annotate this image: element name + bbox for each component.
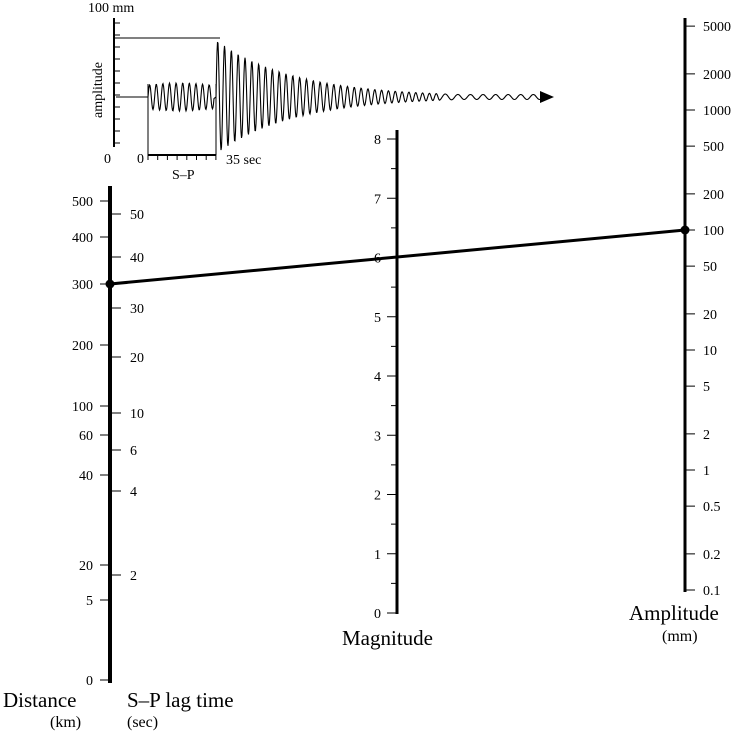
sp-tick-label: 6 [130,444,137,459]
amplitude-tick-label: 100 [703,224,724,239]
amplitude-axis-unit: (mm) [662,628,698,645]
reading-point-distance [105,279,115,289]
amplitude-tick-label: 20 [703,308,717,323]
magnitude-tick-label: 8 [374,133,381,148]
distance-tick-label: 400 [72,231,93,246]
distance-axis-title: Distance [3,688,76,712]
distance-tick-label: 5 [86,594,93,609]
amplitude-tick-label: 1000 [703,104,731,119]
seismogram-top-label: 100 mm [88,1,134,16]
magnitude-tick-label: 2 [374,489,381,504]
seismogram-amplitude-ticks [114,22,120,144]
reading-point-amplitude [680,225,690,235]
distance-tick-label: 20 [79,559,93,574]
amplitude-tick-label: 5000 [703,20,731,35]
amplitude-tick-label: 10 [703,344,717,359]
sp-tick-label: 50 [130,208,144,223]
amplitude-ticks: 5000 2000 1000 500 200 100 50 20 10 5 2 1 0.5 0.2 0.1 [685,20,731,599]
seismogram-sp-label: S–P [172,168,195,183]
distance-axis-unit: (km) [50,714,81,731]
amplitude-tick-label: 1 [703,464,710,479]
sp-ticks: 50 40 30 20 10 6 4 2 [110,208,144,584]
amplitude-tick-label: 0.1 [703,584,721,599]
distance-ticks: 500 400 300 200 100 60 40 20 5 0 [72,195,110,689]
sp-axis-title: S–P lag time [127,688,234,712]
amplitude-tick-label: 2 [703,428,710,443]
seismogram-time-ticks [147,155,217,160]
reading-line [109,228,686,286]
sp-tick-label: 30 [130,302,144,317]
amplitude-tick-label: 50 [703,260,717,275]
sp-tick-label: 40 [130,251,144,266]
amplitude-tick-label: 500 [703,140,724,155]
seismogram-end-time: 35 sec [226,153,261,168]
distance-tick-label: 40 [79,469,93,484]
magnitude-tick-label: 3 [374,429,381,444]
distance-tick-label: 60 [79,429,93,444]
magnitude-tick-label: 5 [374,311,381,326]
amplitude-tick-label: 200 [703,188,724,203]
distance-tick-label: 0 [86,674,93,689]
sp-tick-label: 20 [130,351,144,366]
seismogram-arrow-icon [540,91,554,103]
seismogram-inset: 100 mm amplitude 0 0 35 sec S–P [88,1,554,183]
amplitude-tick-label: 2000 [703,68,731,83]
magnitude-tick-label: 0 [374,607,381,622]
distance-tick-label: 100 [72,400,93,415]
seismogram-zero-time: 0 [137,152,144,167]
magnitude-axis: 876543210 Magnitude [342,130,433,650]
amplitude-tick-label: 0.2 [703,548,721,563]
amplitude-tick-label: 0.5 [703,500,721,515]
distance-tick-label: 500 [72,195,93,210]
sp-tick-label: 4 [130,485,137,500]
sp-tick-label: 2 [130,569,137,584]
seismogram-zero-left: 0 [104,152,111,167]
distance-tick-label: 200 [72,339,93,354]
seismogram-waveform [116,41,541,151]
amplitude-axis: 5000200010005002001005020105210.50.20.1 … [629,18,731,645]
magnitude-ticks: 876543210 [374,133,397,622]
amplitude-tick-label: 5 [703,380,710,395]
seismogram-amplitude-label: amplitude [91,62,106,118]
magnitude-axis-title: Magnitude [342,626,433,650]
sp-axis-unit: (sec) [127,714,158,731]
distance-tick-label: 300 [72,278,93,293]
sp-tick-label: 10 [130,407,144,422]
magnitude-tick-label: 1 [374,548,381,563]
magnitude-tick-label: 7 [374,192,381,207]
magnitude-tick-label: 4 [374,370,381,385]
example-reading [105,225,690,289]
amplitude-axis-title: Amplitude [629,601,719,625]
